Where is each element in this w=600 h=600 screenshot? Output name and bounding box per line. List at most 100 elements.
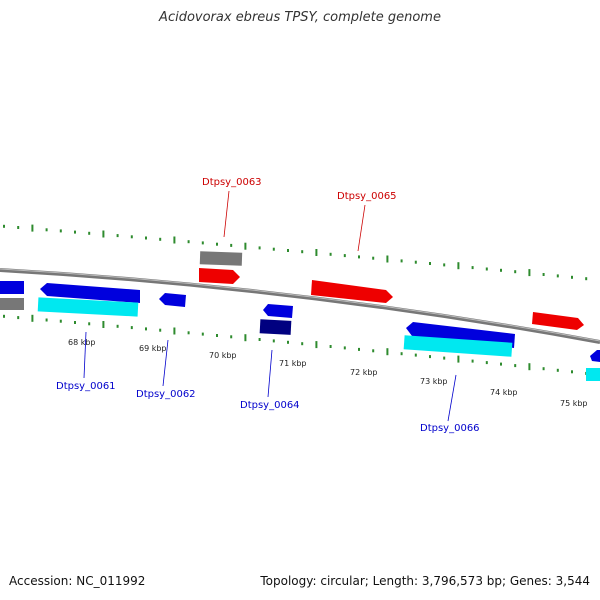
major-tick [457, 355, 460, 363]
gene-leader-line [223, 190, 230, 238]
minor-tick [201, 332, 204, 336]
minor-tick [372, 256, 375, 260]
minor-tick [187, 240, 190, 244]
minor-tick [500, 362, 502, 366]
minor-tick [556, 274, 559, 278]
minor-tick [400, 352, 403, 356]
minor-tick [3, 224, 5, 228]
minor-tick [258, 338, 261, 341]
kbp-label: 74 kbp [490, 388, 518, 397]
major-tick [386, 348, 389, 356]
major-tick [102, 230, 105, 238]
cds-feature [37, 297, 139, 317]
minor-tick [17, 226, 20, 229]
minor-tick [414, 260, 417, 264]
minor-tick [343, 346, 346, 350]
kbp-label: 70 kbp [209, 351, 237, 360]
minor-tick [88, 322, 91, 326]
gene-arrow-forward [199, 268, 240, 284]
minor-tick [485, 361, 488, 365]
minor-tick [45, 228, 48, 232]
accession-text: Accession: NC_011992 [9, 574, 146, 588]
genome-backbone [0, 268, 600, 344]
minor-tick [130, 235, 133, 239]
minor-tick [301, 342, 304, 346]
dark-feature [259, 319, 292, 335]
minor-tick [571, 370, 573, 374]
minor-tick [145, 327, 147, 331]
gene-label: Dtpsy_0062 [136, 389, 196, 400]
minor-tick [485, 267, 488, 271]
gene-arrow-reverse [0, 281, 24, 294]
gene-label: Dtpsy_0061 [56, 381, 116, 392]
minor-tick [230, 335, 233, 339]
minor-tick [230, 243, 233, 247]
minor-tick [145, 236, 147, 240]
minor-tick [571, 275, 573, 279]
minor-tick [272, 247, 275, 251]
kbp-label: 68 kbp [68, 338, 96, 347]
minor-tick [514, 364, 517, 368]
minor-tick [74, 230, 76, 234]
minor-tick [201, 241, 204, 245]
gene-leader-line [357, 204, 366, 252]
cds-feature [403, 335, 513, 357]
gene-label: Dtpsy_0066 [420, 423, 480, 434]
minor-tick [471, 359, 474, 363]
minor-tick [116, 324, 119, 328]
gene-arrow-reverse [263, 304, 293, 318]
minor-tick [3, 314, 5, 318]
major-tick [528, 269, 531, 277]
minor-tick [159, 237, 162, 241]
minor-tick [159, 328, 162, 332]
major-tick [457, 262, 460, 270]
gene-leader-line [447, 374, 457, 422]
minor-tick [471, 266, 474, 270]
gene-arrow-reverse [590, 350, 600, 362]
minor-tick [287, 249, 289, 252]
gene-label: Dtpsy_0064 [240, 400, 300, 411]
kbp-label: 73 kbp [420, 377, 448, 386]
minor-tick [17, 316, 20, 320]
minor-tick [59, 229, 62, 233]
gene-leader-line [83, 331, 87, 379]
minor-tick [287, 340, 289, 344]
map-title: Acidovorax ebreus TPSY, complete genome [159, 10, 441, 25]
major-tick [31, 224, 34, 232]
gene-arrow-forward [532, 312, 584, 330]
minor-tick [514, 270, 517, 274]
minor-tick [329, 252, 332, 256]
cds-feature [586, 368, 600, 381]
gray-feature-upper [199, 251, 243, 266]
major-tick [102, 321, 105, 328]
minor-tick [556, 368, 559, 372]
major-tick [173, 236, 176, 244]
kbp-label: 75 kbp [560, 399, 588, 408]
kbp-label: 72 kbp [350, 368, 378, 377]
major-tick [244, 334, 247, 342]
minor-tick [187, 331, 190, 335]
genome-summary-text: Topology: circular; Length: 3,796,573 bp… [260, 574, 590, 588]
kbp-label: 69 kbp [139, 344, 167, 353]
upper-tick-ring [3, 224, 588, 281]
minor-tick [258, 246, 261, 250]
minor-tick [116, 234, 119, 238]
genome-backbone-highlight [0, 268, 600, 342]
minor-tick [372, 349, 375, 353]
minor-tick [429, 355, 431, 359]
minor-tick [500, 268, 502, 272]
major-tick [528, 363, 531, 371]
minor-tick [216, 242, 218, 246]
major-tick [386, 255, 389, 263]
minor-tick [45, 318, 48, 322]
gene-leader-line [162, 339, 169, 387]
minor-tick [542, 367, 545, 371]
minor-tick [343, 254, 346, 258]
kbp-label: 71 kbp [279, 359, 307, 368]
gene-arrow-reverse [159, 293, 186, 307]
gene-label: Dtpsy_0063 [202, 177, 262, 188]
gene-arrow-forward [311, 280, 393, 303]
major-tick [173, 327, 176, 335]
minor-tick [329, 345, 332, 348]
